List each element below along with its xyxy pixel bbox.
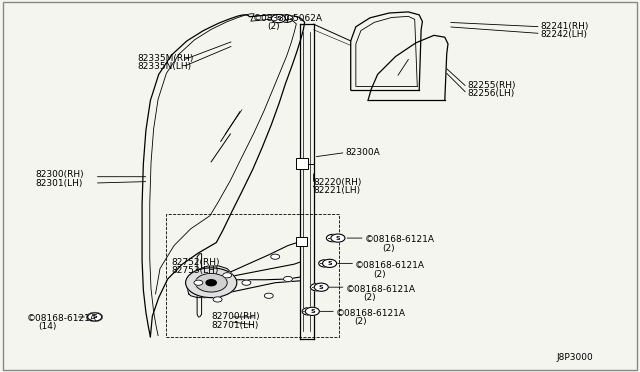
Text: ©08168-6121A: ©08168-6121A	[336, 309, 406, 318]
Circle shape	[194, 280, 203, 285]
Text: ©08168-6121A: ©08168-6121A	[346, 285, 415, 294]
Circle shape	[314, 283, 328, 291]
Text: S: S	[335, 235, 340, 241]
Circle shape	[242, 280, 251, 285]
Text: ©08330-5062A: ©08330-5062A	[253, 14, 323, 23]
Text: ©08168-6121A: ©08168-6121A	[365, 235, 435, 244]
Text: ©08168-6121A: ©08168-6121A	[355, 262, 425, 270]
Text: 82300(RH): 82300(RH)	[35, 170, 84, 179]
Text: S: S	[276, 16, 281, 21]
Text: 82221(LH): 82221(LH)	[314, 186, 361, 195]
Circle shape	[310, 283, 323, 291]
Text: J8P3000: J8P3000	[557, 353, 593, 362]
Circle shape	[186, 268, 237, 298]
Circle shape	[302, 308, 315, 315]
Circle shape	[213, 297, 222, 302]
Circle shape	[331, 234, 345, 242]
Text: 82752(RH): 82752(RH)	[172, 258, 220, 267]
Circle shape	[264, 293, 273, 298]
Circle shape	[271, 15, 285, 23]
Text: 82220(RH): 82220(RH)	[314, 178, 362, 187]
Text: 82701(LH): 82701(LH)	[211, 321, 259, 330]
Text: S: S	[92, 314, 97, 320]
Circle shape	[284, 276, 292, 282]
Text: (2): (2)	[354, 317, 367, 326]
Text: 82256(LH): 82256(LH)	[467, 89, 515, 98]
Text: S: S	[310, 309, 315, 314]
Text: 82753(LH): 82753(LH)	[172, 266, 219, 275]
Circle shape	[88, 313, 101, 321]
Text: (2): (2)	[268, 22, 280, 31]
Circle shape	[195, 273, 227, 292]
Text: 82255(RH): 82255(RH)	[467, 81, 516, 90]
Circle shape	[319, 260, 332, 267]
Text: 82300A: 82300A	[346, 148, 380, 157]
Text: (2): (2)	[383, 244, 396, 253]
Circle shape	[206, 280, 216, 286]
Bar	[166, 214, 339, 337]
Text: S: S	[319, 285, 324, 290]
Circle shape	[88, 313, 102, 321]
Text: (2): (2)	[373, 270, 386, 279]
Text: ©08168-6121A: ©08168-6121A	[27, 314, 97, 323]
Text: 82335N(LH): 82335N(LH)	[138, 62, 192, 71]
Circle shape	[305, 307, 319, 315]
Circle shape	[87, 312, 102, 321]
Text: S: S	[327, 261, 332, 266]
Bar	[296, 158, 308, 169]
Text: 82241(RH): 82241(RH)	[541, 22, 589, 31]
Text: 82700(RH): 82700(RH)	[211, 312, 260, 321]
Text: 82335M(RH): 82335M(RH)	[138, 54, 194, 63]
Circle shape	[271, 254, 280, 259]
Bar	[296, 237, 307, 246]
Text: 82301(LH): 82301(LH)	[35, 179, 83, 187]
Text: (14): (14)	[38, 322, 57, 331]
Circle shape	[223, 273, 232, 278]
Circle shape	[323, 259, 337, 267]
Circle shape	[280, 15, 293, 22]
Text: (2): (2)	[364, 293, 376, 302]
Circle shape	[326, 234, 339, 242]
Text: 82242(LH): 82242(LH)	[541, 30, 588, 39]
Polygon shape	[187, 266, 234, 298]
